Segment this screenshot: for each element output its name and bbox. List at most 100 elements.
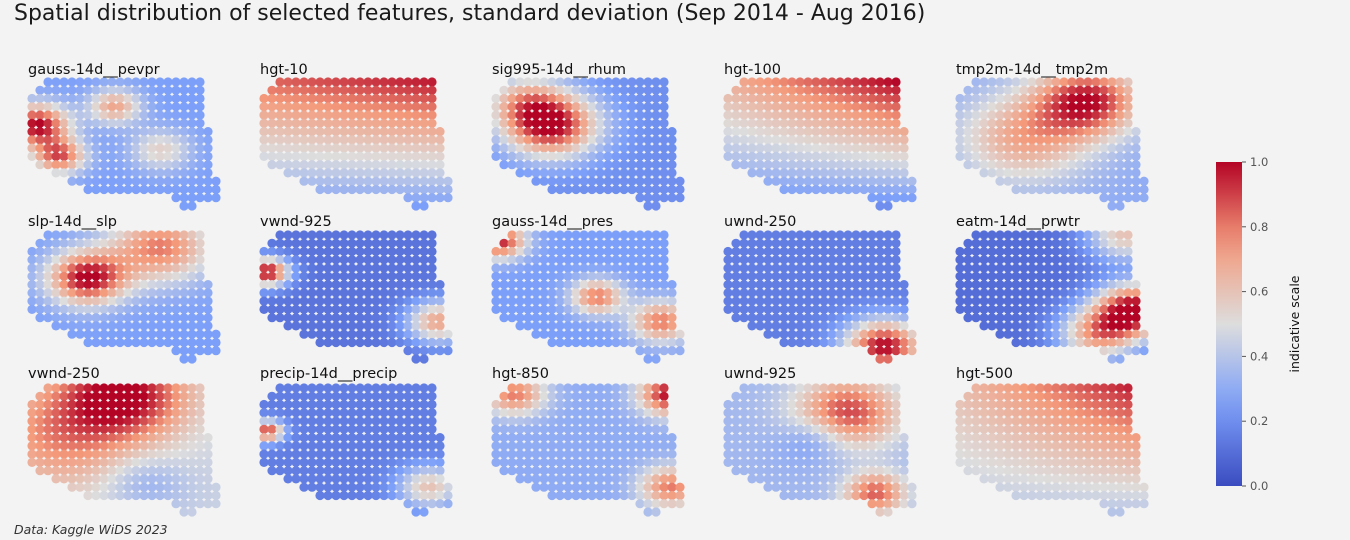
grid-cell [363, 416, 373, 426]
grid-cell [171, 321, 181, 331]
grid-cell [363, 160, 373, 170]
grid-cell [43, 271, 53, 281]
grid-cell [75, 143, 85, 153]
grid-cell [739, 391, 749, 401]
grid-cell [1059, 160, 1069, 170]
grid-cell [355, 337, 365, 348]
grid-cell [419, 408, 429, 418]
grid-cell [363, 399, 373, 410]
grid-cell [427, 77, 437, 87]
grid-cell [851, 176, 861, 186]
grid-cell [619, 329, 629, 339]
grid-cell [867, 304, 877, 314]
grid-cell [355, 160, 365, 170]
grid-cell [571, 135, 581, 145]
grid-cell [523, 102, 533, 112]
grid-cell [1083, 77, 1093, 87]
grid-cell [651, 127, 661, 137]
grid-cell [1059, 416, 1069, 426]
grid-cell [651, 288, 661, 298]
grid-cell [1123, 271, 1133, 281]
grid-cell [763, 466, 773, 476]
grid-cell [195, 329, 205, 339]
grid-cell [571, 296, 581, 306]
grid-cell [179, 482, 189, 492]
grid-cell [891, 391, 901, 401]
grid-cell [555, 93, 565, 104]
grid-cell [187, 135, 197, 145]
grid-cell [1043, 176, 1053, 186]
grid-cell [315, 135, 325, 145]
grid-cell [899, 474, 909, 484]
grid-cell [99, 127, 109, 137]
grid-cell [603, 433, 613, 443]
grid-cell [331, 424, 341, 434]
grid-cell [1059, 263, 1069, 273]
grid-cell [627, 313, 637, 323]
grid-cell [1059, 135, 1069, 145]
grid-cell [1115, 288, 1125, 298]
grid-cell [499, 313, 509, 323]
grid-cell [971, 143, 981, 153]
grid-cell [803, 102, 813, 112]
grid-cell [363, 168, 373, 178]
grid-cell [331, 160, 341, 170]
grid-cell [875, 143, 885, 153]
grid-cell [955, 296, 965, 306]
grid-cell [187, 321, 197, 331]
grid-cell [107, 93, 117, 104]
grid-cell [403, 238, 413, 248]
grid-cell [187, 383, 197, 393]
grid-cell [387, 135, 397, 145]
grid-cell [563, 77, 573, 87]
grid-cell [1115, 93, 1125, 104]
grid-cell [371, 399, 381, 410]
grid-cell [1027, 490, 1037, 501]
grid-cell [99, 424, 109, 434]
grid-cell [875, 449, 885, 459]
grid-cell [419, 474, 429, 484]
grid-cell [307, 151, 317, 161]
panel-hgt-10: hgt-10 [259, 62, 453, 211]
grid-cell [83, 337, 93, 348]
grid-cell [91, 391, 101, 401]
grid-cell [883, 441, 893, 451]
grid-cell [779, 151, 789, 161]
grid-cell [171, 408, 181, 418]
grid-cell [779, 288, 789, 298]
grid-cell [971, 424, 981, 434]
grid-cell [355, 246, 365, 257]
grid-cell [787, 383, 797, 393]
grid-cell [323, 127, 333, 137]
grid-cell [835, 433, 845, 443]
grid-cell [339, 118, 349, 128]
grid-cell [283, 304, 293, 314]
grid-cell [595, 288, 605, 298]
grid-cell [539, 271, 549, 281]
grid-cell [75, 466, 85, 476]
grid-cell [1035, 337, 1045, 348]
grid-cell [811, 304, 821, 314]
grid-cell [1107, 246, 1117, 257]
grid-cell [747, 118, 757, 128]
grid-cell [755, 102, 765, 112]
grid-cell [1011, 482, 1021, 492]
grid-cell [1131, 143, 1141, 153]
grid-cell [387, 313, 397, 323]
grid-cell [547, 449, 557, 459]
grid-cell [387, 399, 397, 410]
grid-cell [971, 255, 981, 265]
grid-cell [595, 441, 605, 451]
grid-cell [659, 313, 669, 323]
grid-cell [107, 466, 117, 476]
grid-cell [1019, 433, 1029, 443]
grid-cell [843, 449, 853, 459]
grid-cell [139, 296, 149, 306]
grid-cell [963, 391, 973, 401]
grid-cell [91, 321, 101, 331]
grid-cell [363, 238, 373, 248]
grid-cell [643, 102, 653, 112]
grid-cell [155, 168, 165, 178]
grid-cell [67, 416, 77, 426]
grid-cell [1027, 296, 1037, 306]
